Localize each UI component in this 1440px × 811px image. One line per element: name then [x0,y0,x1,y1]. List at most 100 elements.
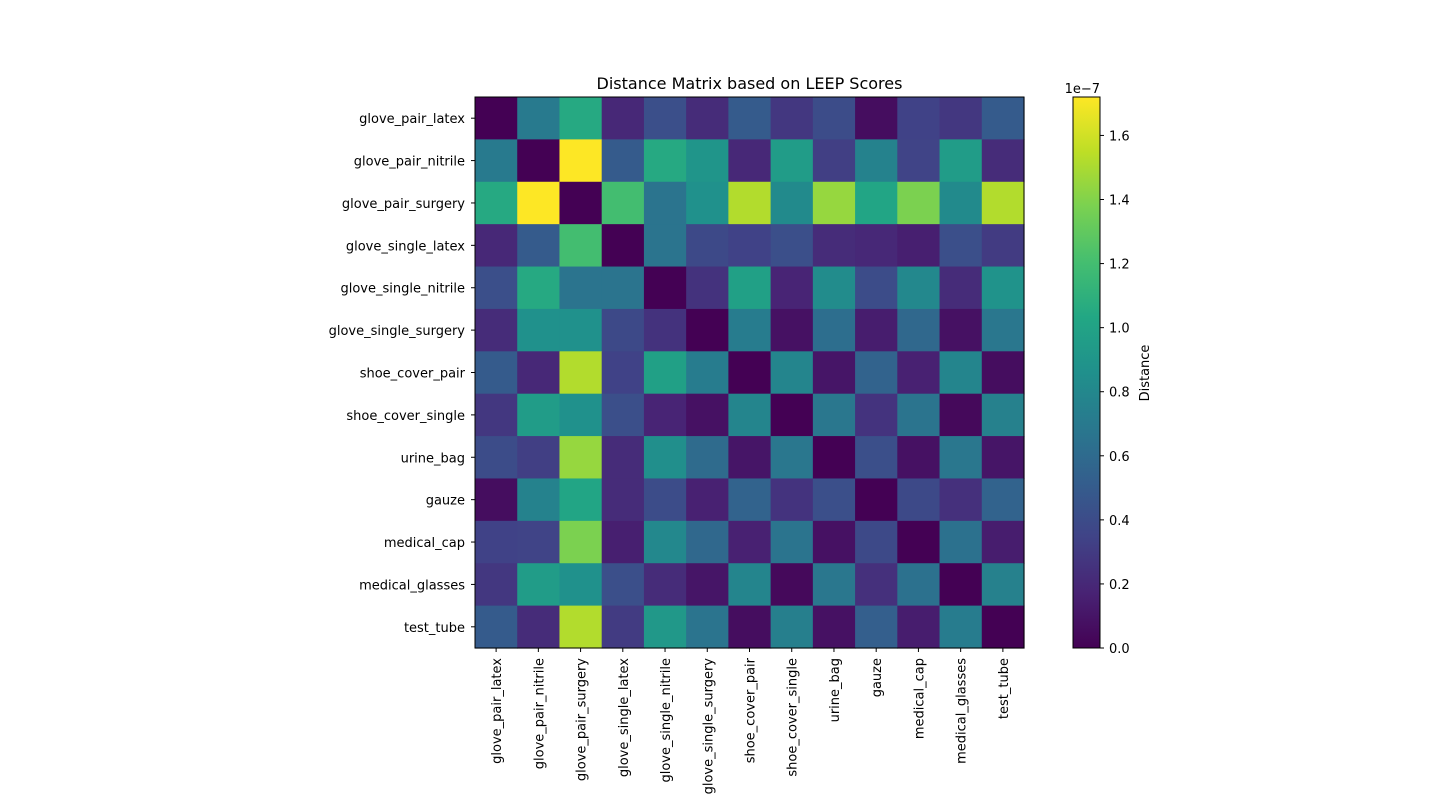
heatmap-cell [643,97,687,140]
heatmap-cell [770,224,814,268]
heatmap-cell [601,266,645,310]
heatmap-cell [601,478,645,522]
heatmap-cell [939,139,983,183]
y-tick-label: glove_single_surgery [329,324,466,339]
heatmap-cell [686,266,729,310]
heatmap-cell [643,605,687,649]
heatmap-cell [517,224,561,268]
heatmap-cell [517,181,561,225]
heatmap-cell [643,266,687,310]
heatmap-cell [517,605,561,649]
heatmap-cell [981,436,1025,480]
heatmap-cell [770,478,814,522]
heatmap-cell [643,478,687,522]
heatmap-cell [812,97,856,140]
heatmap-cell [686,308,729,352]
heatmap-cell [897,478,941,522]
heatmap-cell [770,181,814,225]
heatmap-cell [686,520,729,564]
heatmap-cell [601,351,645,395]
y-tick-label: glove_pair_surgery [342,197,465,212]
heatmap-cell [517,308,561,352]
heatmap-cell [855,393,898,437]
heatmap-cell [897,181,941,225]
heatmap-cell [981,181,1025,225]
heatmap-cell [812,181,856,225]
heatmap-cell [728,97,772,140]
colorbar-tick-label: 1.6 [1109,129,1130,144]
x-tick-label: gauze [870,658,885,697]
colorbar-label: Distance [1138,345,1153,402]
heatmap-cell [770,139,814,183]
heatmap-cell [897,97,941,140]
colorbar-gradient [1072,96,1101,649]
heatmap-cell [770,520,814,564]
heatmap-cell [855,181,898,225]
heatmap-cell [812,436,856,480]
heatmap-cell [981,393,1025,437]
heatmap-cell [601,563,645,607]
heatmap-cell [855,308,898,352]
heatmap-cell [601,139,645,183]
heatmap-cell [475,478,518,522]
colorbar-tick-label: 1.0 [1109,322,1130,337]
colorbar-tick-label: 1.4 [1109,194,1130,209]
heatmap-cell [939,266,983,310]
y-tick-label: shoe_cover_pair [360,367,466,382]
heatmap-cell [897,266,941,310]
colorbar-exponent-label: 1e−7 [1065,82,1100,97]
heatmap-cell [517,478,561,522]
heatmap-cell [559,139,603,183]
heatmap-cell [517,266,561,310]
y-tick-label: glove_pair_latex [359,112,465,127]
heatmap-cell [939,181,983,225]
heatmap-cell [897,520,941,564]
x-tick-label: medical_cap [912,658,927,739]
heatmap-cell [981,139,1025,183]
heatmap-cell [812,605,856,649]
x-tick-label: shoe_cover_single [786,658,801,777]
heatmap-cell [475,308,518,352]
heatmap-cell [517,139,561,183]
heatmap-cell [855,97,898,140]
heatmap-cell [770,308,814,352]
colorbar-tick-label: 0.8 [1109,386,1130,401]
x-tick-label: medical_glasses [955,658,970,764]
heatmap-cell [643,224,687,268]
x-tick-label: glove_single_surgery [701,658,716,795]
heatmap-cell [559,520,603,564]
heatmap-cell [728,351,772,395]
heatmap-cell [728,181,772,225]
heatmap-cell [981,308,1025,352]
heatmap-cell [559,393,603,437]
heatmap-cell [770,563,814,607]
heatmap-cell [601,224,645,268]
heatmap-cell [559,97,603,140]
heatmap-cell [812,478,856,522]
heatmap-cell [855,436,898,480]
heatmap-cell [559,563,603,607]
colorbar-tick-label: 0.4 [1109,514,1130,529]
heatmap-cell [517,520,561,564]
heatmap-cell [686,181,729,225]
heatmap-cell [475,181,518,225]
heatmap-cell [475,563,518,607]
heatmap-cell [770,97,814,140]
x-tick-label: glove_pair_latex [490,658,505,764]
heatmap-cell [517,351,561,395]
x-tick-label: glove_single_nitrile [659,658,674,783]
heatmap-cell [855,266,898,310]
heatmap-cell [855,224,898,268]
heatmap-cell [855,139,898,183]
heatmap-cell [939,97,983,140]
heatmap-cell [475,520,518,564]
heatmap-cell [517,97,561,140]
y-tick-label: glove_single_nitrile [340,282,465,297]
heatmap-cell [475,605,518,649]
x-tick-label: test_tube [997,658,1012,719]
colorbar-tick-label: 0.0 [1109,642,1130,657]
heatmap-cell [686,351,729,395]
heatmap-cell [686,605,729,649]
heatmap-cell [855,351,898,395]
